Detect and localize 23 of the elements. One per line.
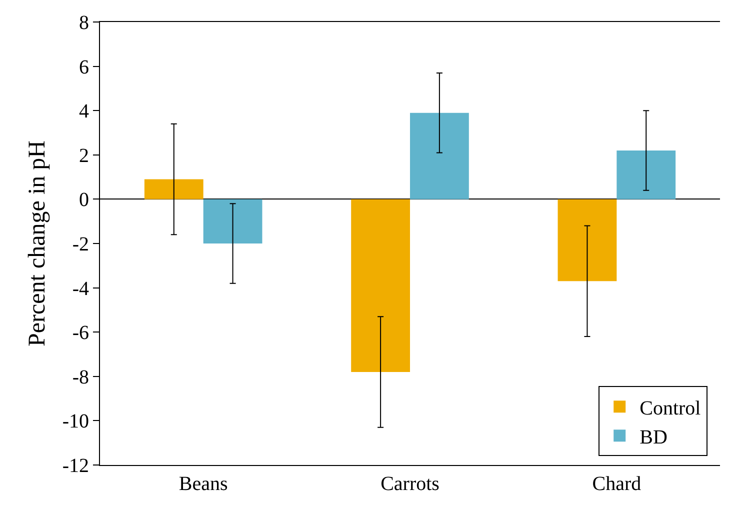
y-tick-label: -12 (62, 455, 89, 477)
y-tick-label: 8 (79, 12, 89, 34)
y-axis-title: Percent change in pH (24, 140, 50, 346)
x-tick-label: Beans (178, 473, 228, 495)
bar (203, 199, 262, 244)
y-tick-label: 0 (79, 189, 89, 212)
y-tick-label: -6 (72, 322, 89, 344)
legend-label: BD (640, 426, 668, 448)
bar (144, 179, 204, 200)
bar (351, 199, 410, 372)
x-tick-label: Carrots (380, 473, 440, 495)
bar (410, 112, 469, 200)
bar (558, 199, 617, 282)
y-tick-label: 2 (79, 144, 89, 167)
y-tick-label: -2 (72, 234, 89, 256)
y-tick-label: -4 (72, 278, 89, 300)
bar (616, 150, 676, 200)
y-tick-label: -10 (62, 410, 89, 433)
y-tick-label: -8 (72, 366, 89, 388)
legend-label: Control (640, 397, 702, 420)
x-tick-label: Chard (592, 473, 642, 495)
y-tick-label: 6 (79, 56, 89, 78)
y-tick-label: 4 (79, 100, 89, 123)
